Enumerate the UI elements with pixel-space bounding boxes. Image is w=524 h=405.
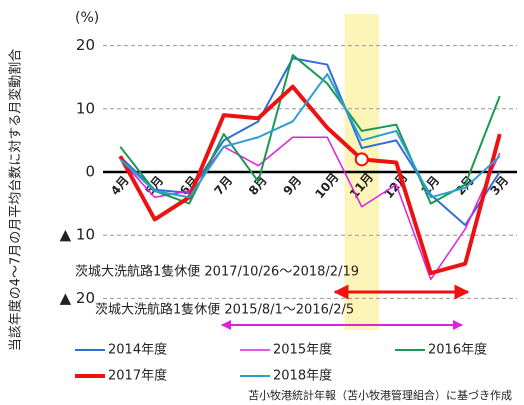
- x-tick-label: 8月: [246, 173, 270, 198]
- legend-label: 2017年度: [108, 368, 167, 384]
- source: 苫小牧港統計年報（苫小牧港管理組合）に基づき作成: [248, 388, 512, 402]
- x-tick-label: 10月: [312, 170, 341, 201]
- annotation: 茨城大洗航路1隻休便 2017/10/26～2018/2/19: [75, 264, 359, 280]
- y-axis-label: 当該年度の4～7月の月平均台数に対する月変動割合: [8, 49, 24, 352]
- legend-label: 2014年度: [108, 342, 167, 358]
- y-tick-label: ▲ 10: [60, 226, 95, 244]
- series-line: [119, 73, 501, 199]
- x-tick-label: 9月: [280, 173, 304, 198]
- x-tick-label: 7月: [211, 173, 235, 198]
- y-tick-label: 20: [76, 36, 95, 54]
- unit-label: (%): [75, 10, 99, 26]
- point-marker: [354, 152, 369, 167]
- y-tick-label: 10: [76, 99, 95, 117]
- legend-label: 2016年度: [428, 342, 487, 358]
- legend-label: 2015年度: [273, 342, 332, 358]
- legend-label: 2018年度: [273, 368, 332, 384]
- series-line: [118, 84, 502, 276]
- y-tick-label: ▲ 20: [60, 289, 95, 307]
- annotation: 茨城大洗航路1隻休便 2015/8/1～2016/2/5: [95, 302, 354, 318]
- x-tick-label: 4月: [108, 173, 132, 198]
- y-tick-label: 0: [85, 163, 95, 181]
- series-line: [119, 54, 501, 205]
- series-line: [119, 136, 501, 281]
